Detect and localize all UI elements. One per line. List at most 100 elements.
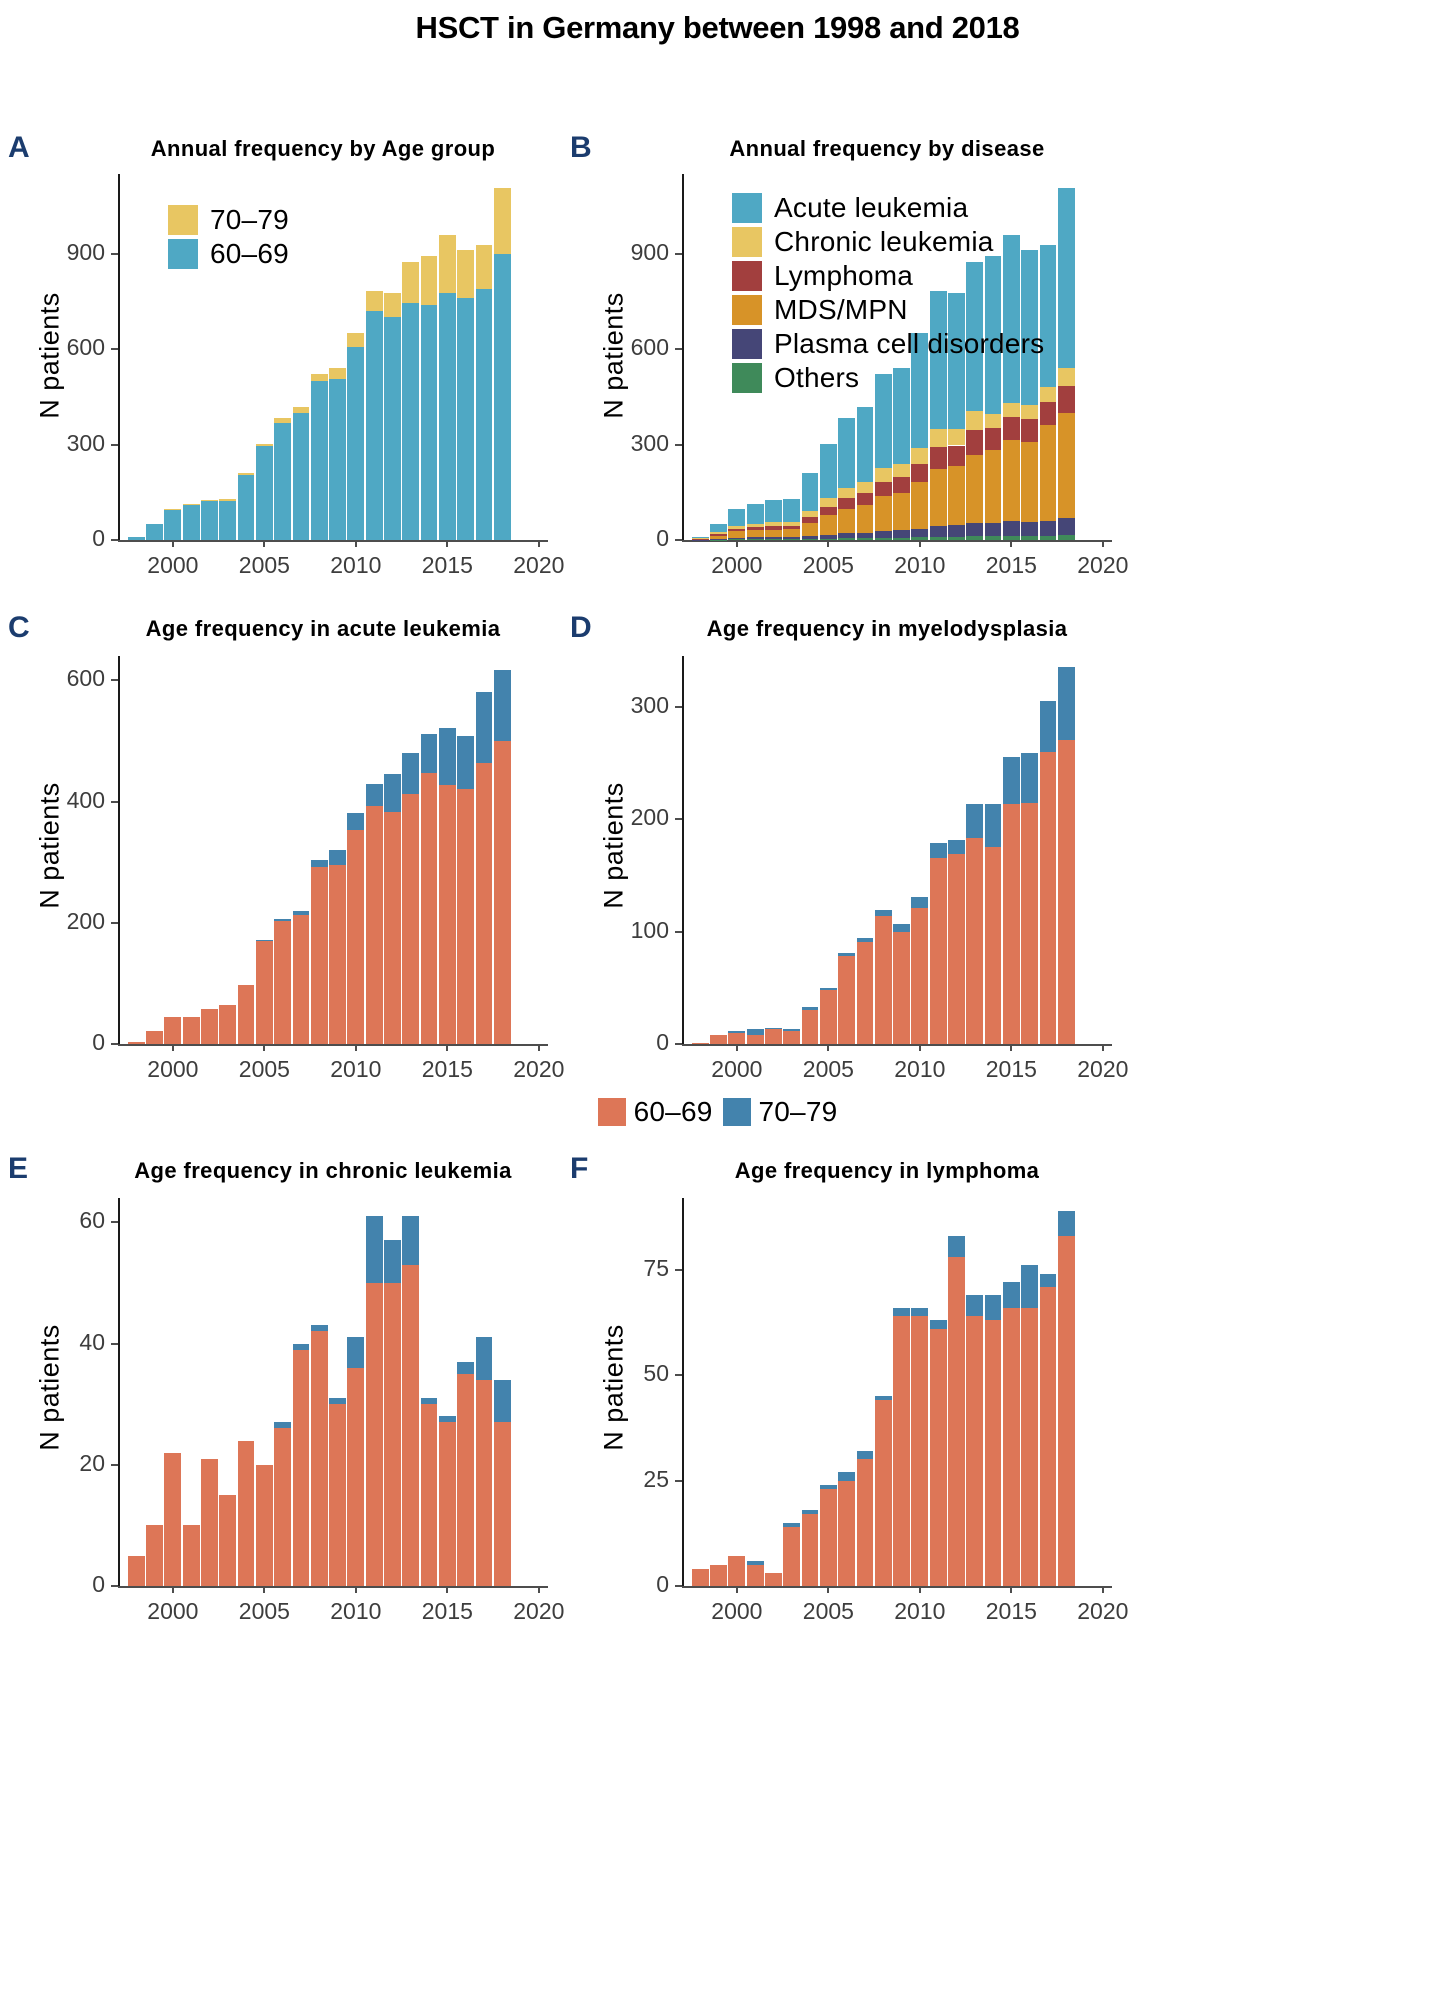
bar-segment [347, 332, 365, 348]
bar-segment [838, 952, 856, 957]
shared-legend-label: 60–69 [633, 1096, 713, 1127]
bar-segment [219, 1005, 237, 1044]
bar-segment [893, 537, 910, 540]
bar-segment [746, 503, 764, 524]
bar [475, 244, 493, 540]
x-tick-label: 2005 [802, 1598, 854, 1624]
bar-segment [966, 455, 984, 524]
bar-segment [384, 811, 401, 1044]
bar-segment [948, 1257, 965, 1586]
bar-segment [329, 367, 346, 380]
bar [966, 261, 984, 540]
legend-label: Plasma cell disorders [774, 328, 1045, 359]
bar-segment [874, 1400, 892, 1586]
bar-segment [765, 1029, 782, 1044]
bar-segment [765, 526, 782, 530]
bar-segment [164, 508, 182, 510]
bar-segment [365, 291, 383, 311]
bar-segment [438, 293, 456, 540]
bar-segment [1039, 402, 1057, 426]
y-tick-mark [675, 1268, 682, 1271]
bar [948, 840, 965, 1044]
x-tick-label: 2000 [147, 552, 199, 578]
bar-segment [765, 499, 782, 523]
bar-segment [237, 1440, 255, 1586]
bar-segment [347, 813, 365, 830]
legend-b: Acute leukemia Chronic leukemia Lymphoma MD… [732, 192, 1044, 396]
x-tick-mark [827, 1586, 830, 1593]
panel-letter-a: A [8, 131, 30, 164]
bar-segment [728, 1556, 746, 1586]
plot-area-f: 0 25 50 75 2000 2005 2010 2015 2020 [643, 1198, 1128, 1624]
bar-segment [438, 727, 456, 786]
bar-segment [402, 302, 420, 540]
bar-segment [765, 539, 782, 540]
y-tick-label: 300 [66, 429, 105, 456]
bar-segment [929, 1320, 947, 1329]
panel-title-a: Annual frequency by Age group [150, 136, 496, 161]
bar-segment [948, 853, 965, 1044]
bar-segment [274, 918, 292, 921]
x-tick-mark [918, 1044, 921, 1051]
bar-segment [948, 293, 965, 429]
bar-segment [911, 1316, 929, 1586]
bar-segment [457, 298, 475, 540]
bar [292, 1343, 310, 1586]
bar-segment [1057, 188, 1075, 369]
bar-segment [1002, 804, 1020, 1044]
y-tick-mark [111, 800, 118, 803]
bar [310, 1325, 328, 1586]
bar [219, 1005, 237, 1044]
bar [237, 985, 255, 1044]
y-tick-mark [111, 539, 118, 541]
bar [984, 804, 1002, 1044]
plot-area-a: 0 300 600 900 2000 2005 2010 2015 2020 70–79 60–69 [67, 174, 564, 578]
bar-segment [493, 669, 511, 741]
y-tick-mark [675, 1374, 682, 1377]
y-tick-label: 0 [656, 1571, 669, 1597]
x-tick-mark [735, 1044, 738, 1051]
bar-segment [384, 293, 401, 318]
bar-segment [874, 496, 892, 532]
bar [838, 1472, 856, 1586]
y-tick-mark [111, 348, 118, 351]
x-tick-mark [446, 1586, 449, 1593]
legend-swatch-icon [732, 329, 762, 359]
figure-title: HSCT in Germany between 1998 and 2018 [415, 10, 1020, 45]
bar-segment [1002, 417, 1020, 440]
y-tick-label: 200 [66, 907, 105, 934]
x-tick-mark [1101, 1586, 1104, 1593]
bar-segment [420, 733, 438, 774]
bar [402, 261, 420, 540]
bar [856, 938, 874, 1044]
bar-segment [292, 911, 310, 916]
y-tick-label: 300 [630, 429, 669, 456]
x-tick-mark [354, 1044, 357, 1051]
bar-segment [384, 773, 401, 812]
y-tick-mark [675, 705, 682, 708]
bar-segment [929, 842, 947, 859]
y-tick-label: 20 [79, 1449, 105, 1476]
bar-segment [310, 1325, 328, 1332]
bar-segment [420, 773, 438, 1044]
bar-segment [1039, 520, 1057, 536]
y-tick-label: 0 [656, 525, 669, 551]
bar-segment [783, 1522, 801, 1527]
y-tick-mark [111, 679, 118, 682]
y-tick-label: 60 [79, 1207, 105, 1234]
bar [783, 499, 801, 540]
bar-segment [874, 1396, 892, 1401]
bar [127, 1042, 145, 1044]
bar [219, 499, 237, 540]
bar-segment [801, 535, 819, 540]
bar [127, 1555, 145, 1586]
bar-segment [292, 915, 310, 1044]
bar-segment [911, 528, 929, 538]
x-tick-mark [918, 1586, 921, 1593]
bar [457, 249, 475, 540]
bar-segment [728, 1032, 746, 1044]
y-tick-mark [111, 1043, 118, 1045]
x-tick-label: 2020 [513, 1598, 565, 1624]
bar-segment [838, 498, 856, 509]
bar-segment [274, 422, 292, 540]
